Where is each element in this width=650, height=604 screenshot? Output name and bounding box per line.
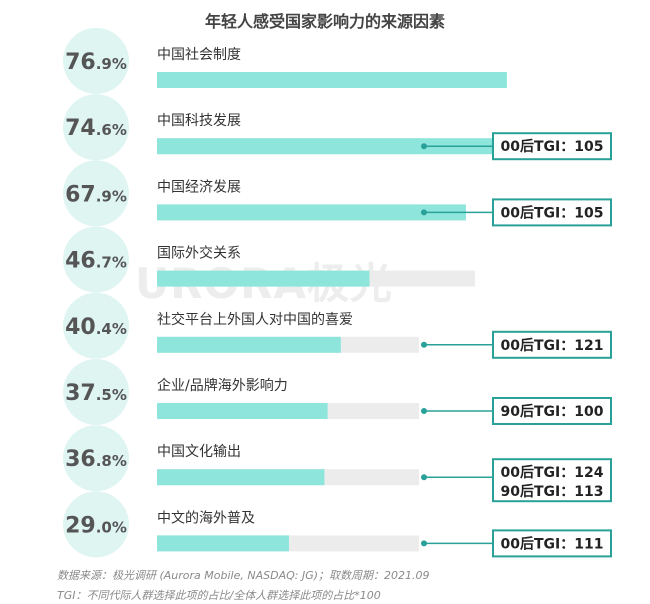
value-label: 46.7% [65, 249, 127, 274]
category-label: 中国文化输出 [157, 444, 241, 460]
bar [157, 535, 289, 552]
category-label: 中国科技发展 [157, 113, 241, 129]
value-label: 36.8% [65, 447, 127, 472]
value-label: 74.6% [65, 116, 127, 141]
category-label: 中国社会制度 [157, 47, 241, 63]
tgi-label: 00后TGI：124 [501, 464, 604, 481]
value-circle [63, 28, 129, 94]
value-circle [63, 160, 129, 227]
tgi-box [492, 397, 612, 425]
category-label: 中文的海外普及 [157, 510, 255, 526]
value-label: 37.5% [65, 381, 127, 406]
category-label: 中国经济发展 [157, 179, 241, 195]
tgi-label: 00后TGI：111 [501, 535, 604, 552]
tgi-box [492, 198, 612, 227]
value-circle [63, 491, 129, 558]
tgi-label: 90后TGI：100 [501, 403, 604, 420]
value-label: 67.9% [65, 182, 127, 207]
tgi-box [492, 330, 612, 359]
bar [157, 336, 341, 353]
tgi-box [492, 132, 612, 161]
chart-title: 年轻人感受国家影响力的来源因素 [204, 12, 445, 31]
value-circle [63, 292, 129, 359]
category-label: 社交平台上外国人对中国的喜爱 [157, 311, 353, 328]
tgi-label: 00后TGI：105 [501, 138, 604, 155]
value-label: 76.9% [65, 50, 127, 75]
tgi-box [492, 458, 612, 503]
category-label: 企业/品牌海外影响力 [157, 377, 288, 394]
value-label: 40.4% [65, 315, 127, 340]
bar [157, 270, 370, 287]
value-circle [63, 425, 129, 492]
source-footnote: 数据来源：极光调研 (Aurora Mobile, NASDAQ: JG)；取数… [57, 569, 430, 582]
bar [157, 72, 507, 88]
tgi-label: 90后TGI：113 [501, 483, 604, 500]
bar [157, 469, 325, 486]
tgi-footnote: TGI：不同代际人群选择此项的占比/全体人群选择此项的占比*100 [57, 589, 381, 602]
value-circle [63, 226, 129, 293]
value-circle [63, 359, 129, 425]
value-label: 29.0% [65, 513, 127, 538]
tgi-label: 00后TGI：121 [501, 337, 604, 354]
bar [157, 204, 466, 221]
tgi-label: 00后TGI：105 [501, 204, 604, 221]
tgi-box [492, 529, 612, 558]
bar [157, 138, 497, 155]
bar [157, 403, 328, 419]
category-label: 国际外交关系 [157, 245, 241, 262]
value-circle [63, 94, 129, 161]
